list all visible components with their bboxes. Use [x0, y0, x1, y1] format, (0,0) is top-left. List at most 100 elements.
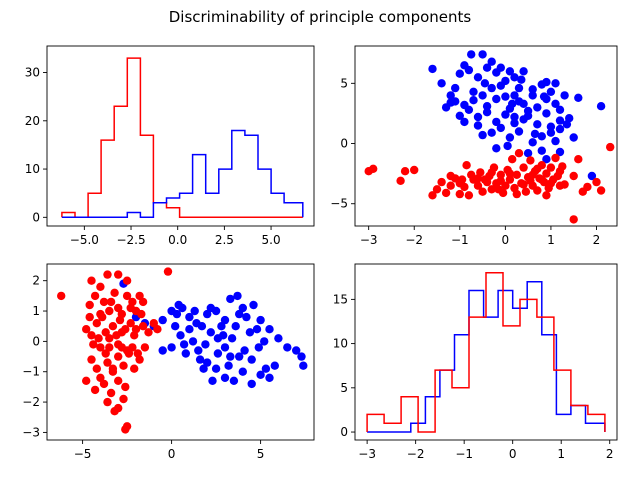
scatter-point [299, 361, 308, 370]
scatter-point [542, 191, 551, 200]
scatter-point [167, 343, 176, 352]
scatter-point [195, 355, 205, 364]
scatter-point [124, 349, 134, 358]
scatter-point [487, 185, 496, 194]
scatter-point [446, 91, 455, 100]
scatter-point [194, 346, 203, 355]
y-tick-label: 2 [32, 274, 40, 288]
scatter-point [119, 394, 128, 404]
y-tick-label: 15 [333, 292, 348, 306]
scatter-point [542, 77, 551, 87]
scatter-point [106, 297, 116, 307]
scatter-point [292, 346, 301, 355]
scatter-point [103, 358, 112, 367]
x-tick-label: 1 [557, 447, 565, 461]
scatter-point [110, 407, 119, 416]
subplot-hist-pc3: −3 −2 −1 0 1 2 0 5 10 15 [333, 263, 618, 461]
scatter-point [227, 334, 237, 343]
scatter-point [473, 174, 483, 183]
scatter-point [501, 110, 510, 119]
scatter-point [519, 180, 528, 189]
scatter-point [464, 191, 474, 200]
scatter-point [555, 147, 565, 157]
subplot-hist-pc1: −5.0 −2.5 0.0 2.5 5.0 0 10 20 30 [25, 45, 315, 247]
scatter-point [546, 128, 556, 137]
scatter-point [179, 340, 189, 349]
scatter-point [254, 343, 263, 352]
y-tick-label: 0 [340, 137, 348, 151]
scatter-point [240, 346, 249, 355]
scatter-point [446, 181, 455, 190]
scatter-point [249, 300, 258, 310]
histogram-step-line [366, 272, 606, 433]
scatter-point [256, 370, 265, 379]
scatter-point [551, 136, 560, 146]
scatter-point [114, 270, 123, 279]
scatter-point [238, 367, 247, 376]
scatter-point [501, 76, 510, 86]
scatter-point [96, 373, 105, 382]
scatter-point [87, 355, 96, 364]
x-tick-label: −2 [405, 233, 423, 247]
scatter-point [508, 99, 517, 109]
scatter-point [480, 79, 490, 88]
scatter-point [482, 108, 492, 117]
scatter-point [523, 149, 533, 158]
scatter-point [526, 176, 535, 185]
scatter-point [428, 191, 437, 200]
scatter-point [560, 180, 569, 189]
x-tick-label: 1 [547, 233, 555, 247]
scatter-point [297, 352, 306, 361]
scatter-point [496, 170, 505, 179]
scatter-point [369, 164, 378, 173]
scatter-point [428, 64, 437, 74]
scatter-point [505, 175, 515, 184]
scatter-point [555, 167, 565, 176]
scatter-point [158, 315, 167, 325]
scatter-point [528, 85, 537, 94]
x-tick-label: 2.5 [215, 233, 234, 247]
scatter-point [512, 170, 521, 179]
scatter-point [126, 319, 135, 328]
scatter-point [546, 87, 556, 97]
y-tick-label: 30 [25, 66, 40, 80]
scatter-point [245, 328, 255, 337]
scatter-point [482, 102, 492, 111]
scatter-point [122, 276, 132, 285]
scatter-point [99, 297, 109, 307]
x-tick-label: −5 [74, 447, 92, 461]
scatter-point [523, 106, 533, 116]
y-tick-label: 0 [32, 210, 40, 224]
scatter-point [460, 117, 469, 127]
x-tick-label: −1 [451, 233, 469, 247]
scatter-point [203, 309, 212, 319]
scatter-point [464, 65, 474, 75]
scatter-point [478, 130, 487, 140]
scatter-point [137, 309, 146, 319]
scatter-point [533, 164, 542, 173]
x-tick-label: 2 [593, 233, 601, 247]
scatter-point [94, 334, 103, 343]
scatter-point [108, 322, 118, 331]
scatter-point [467, 170, 476, 179]
scatter-point [128, 343, 137, 352]
scatter-point [57, 291, 66, 301]
scatter-point [226, 352, 235, 361]
scatter-point [410, 165, 419, 175]
scatter-point [487, 168, 496, 177]
scatter-point [539, 92, 549, 101]
scatter-point [432, 185, 442, 194]
x-tick-label: −2 [407, 447, 425, 461]
y-tick-label: −3 [22, 425, 40, 439]
scatter-point [90, 385, 100, 395]
scatter-point [446, 98, 455, 107]
y-tick-label: −1 [22, 365, 40, 379]
scatter-point [574, 155, 583, 164]
scatter-point [112, 331, 121, 340]
scatter-point [551, 79, 560, 88]
scatter-point [105, 306, 114, 316]
histogram-step-line [61, 129, 304, 219]
scatter-point [96, 343, 105, 352]
scatter-point [596, 186, 606, 195]
